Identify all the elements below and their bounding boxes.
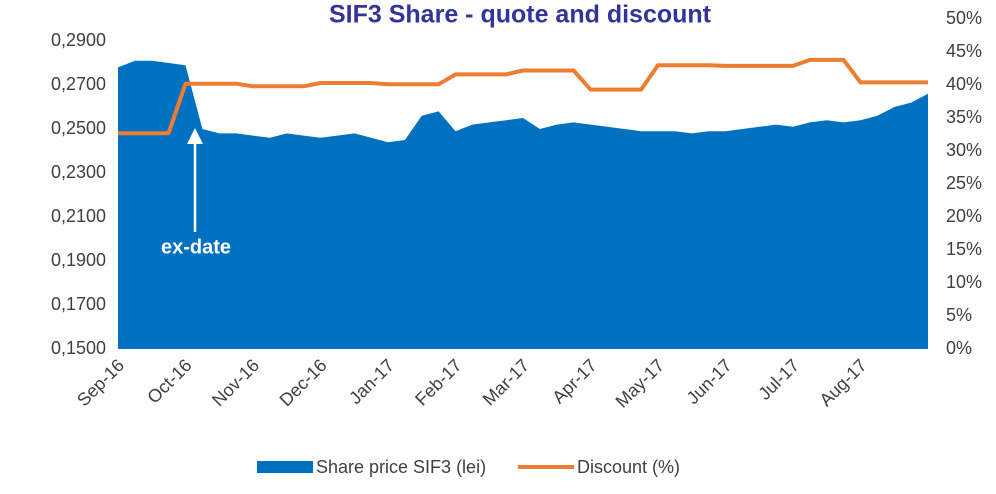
discount-line [118, 57, 928, 136]
y-tick-label: 0,2900 [51, 30, 106, 50]
x-tick-label: May-17 [612, 355, 669, 412]
y2-tick-label: 35% [946, 107, 982, 127]
y-tick-label: 0,2100 [51, 206, 106, 226]
y2-tick-label: 10% [946, 272, 982, 292]
annotation: ex-date [161, 236, 231, 258]
x-tick-label: Mar-17 [479, 355, 533, 409]
y-tick-label: 0,1500 [51, 338, 106, 358]
x-tick-label: Nov-16 [208, 355, 263, 410]
y-tick-label: 0,2700 [51, 74, 106, 94]
y2-tick-label: 30% [946, 140, 982, 160]
x-tick-label: Jan-17 [345, 355, 398, 408]
y-tick-label: 0,2500 [51, 118, 106, 138]
x-tick-label: Feb-17 [411, 355, 465, 409]
y2-tick-label: 25% [946, 173, 982, 193]
x-tick-label: Apr-17 [548, 355, 600, 407]
annotation-arrowhead [187, 128, 203, 144]
y-tick-label: 0,1700 [51, 294, 106, 314]
y2-tick-label: 5% [946, 305, 972, 325]
price-area [118, 60, 928, 350]
y2-tick-label: 40% [946, 74, 982, 94]
y2-tick-label: 0% [946, 338, 972, 358]
legend-swatch [257, 461, 313, 473]
y-tick-label: 0,2300 [51, 162, 106, 182]
x-tick-label: Aug-17 [815, 355, 870, 410]
y2-tick-label: 15% [946, 239, 982, 259]
legend-label: Share price SIF3 (lei) [316, 457, 486, 477]
y2-tick-label: 20% [946, 206, 982, 226]
y2-tick-label: 50% [946, 8, 982, 28]
x-tick-label: Sep-16 [73, 355, 128, 410]
legend-label: Discount (%) [577, 457, 680, 477]
y-tick-label: 0,1900 [51, 250, 106, 270]
y2-tick-label: 45% [946, 41, 982, 61]
chart-title: SIF3 Share - quote and discount [329, 1, 712, 29]
x-tick-label: Dec-16 [276, 355, 331, 410]
x-tick-label: Oct-16 [143, 355, 195, 407]
x-tick-label: Jun-17 [683, 355, 736, 408]
x-tick-label: Jul-17 [754, 355, 803, 404]
